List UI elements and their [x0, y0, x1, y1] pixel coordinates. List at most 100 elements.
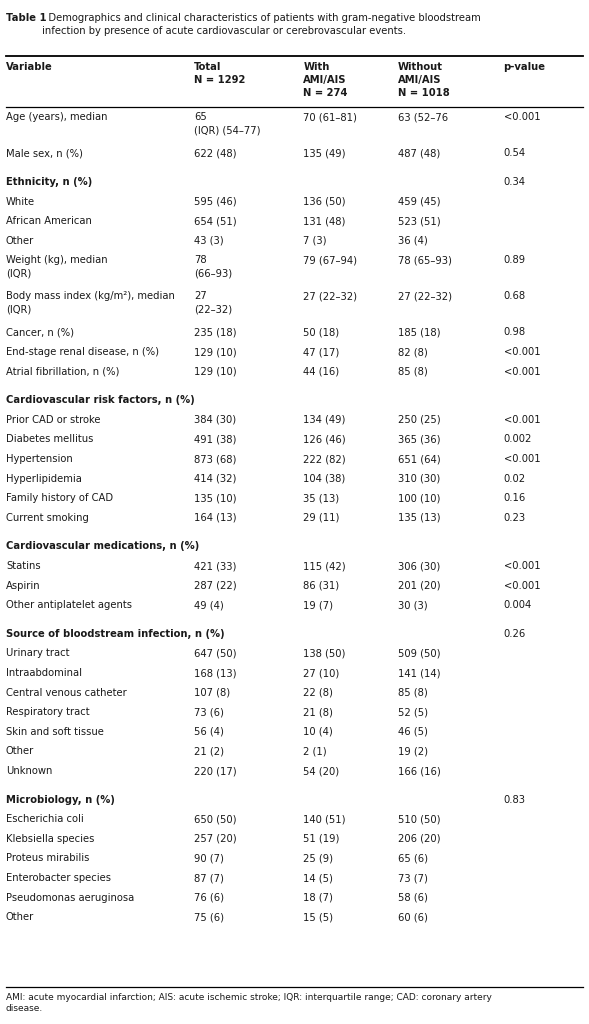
Text: 141 (14): 141 (14) — [398, 668, 440, 678]
Text: 15 (5): 15 (5) — [303, 912, 333, 923]
Text: Cardiovascular medications, n (%): Cardiovascular medications, n (%) — [6, 542, 199, 552]
Text: 164 (13): 164 (13) — [194, 513, 237, 523]
Text: 79 (67–94): 79 (67–94) — [303, 256, 358, 265]
Text: Male sex, n (%): Male sex, n (%) — [6, 148, 83, 159]
Text: 0.83: 0.83 — [504, 795, 525, 805]
Text: 654 (51): 654 (51) — [194, 216, 237, 226]
Text: 75 (6): 75 (6) — [194, 912, 224, 923]
Text: 27
(22–32): 27 (22–32) — [194, 292, 233, 314]
Text: 27 (22–32): 27 (22–32) — [398, 292, 452, 301]
Text: 29 (11): 29 (11) — [303, 513, 340, 523]
Text: 310 (30): 310 (30) — [398, 474, 440, 483]
Text: Hyperlipidemia: Hyperlipidemia — [6, 474, 82, 483]
Text: 90 (7): 90 (7) — [194, 853, 224, 863]
Text: 27 (10): 27 (10) — [303, 668, 340, 678]
Text: 78
(66–93): 78 (66–93) — [194, 256, 233, 279]
Text: Cancer, n (%): Cancer, n (%) — [6, 328, 74, 338]
Text: 85 (8): 85 (8) — [398, 367, 428, 377]
Text: Total
N = 1292: Total N = 1292 — [194, 62, 246, 85]
Text: 306 (30): 306 (30) — [398, 561, 440, 571]
Text: 491 (38): 491 (38) — [194, 434, 237, 444]
Text: 126 (46): 126 (46) — [303, 434, 346, 444]
Text: 86 (31): 86 (31) — [303, 581, 339, 591]
Text: Weight (kg), median
(IQR): Weight (kg), median (IQR) — [6, 256, 108, 279]
Text: Table 1: Table 1 — [6, 13, 47, 23]
Text: 115 (42): 115 (42) — [303, 561, 346, 571]
Text: 47 (17): 47 (17) — [303, 347, 340, 357]
Text: <0.001: <0.001 — [504, 454, 540, 464]
Text: 487 (48): 487 (48) — [398, 148, 440, 159]
Text: Other: Other — [6, 236, 34, 246]
Text: 2 (1): 2 (1) — [303, 746, 327, 757]
Text: AMI: acute myocardial infarction; AIS: acute ischemic stroke; IQR: interquartile: AMI: acute myocardial infarction; AIS: a… — [6, 993, 492, 1014]
Text: Proteus mirabilis: Proteus mirabilis — [6, 853, 90, 863]
Text: 107 (8): 107 (8) — [194, 688, 230, 697]
Text: 250 (25): 250 (25) — [398, 415, 440, 425]
Text: 0.34: 0.34 — [504, 177, 525, 187]
Text: 65 (6): 65 (6) — [398, 853, 428, 863]
Text: 14 (5): 14 (5) — [303, 873, 333, 883]
Text: 54 (20): 54 (20) — [303, 766, 339, 776]
Text: 10 (4): 10 (4) — [303, 727, 333, 737]
Text: Family history of CAD: Family history of CAD — [6, 494, 113, 504]
Text: p-value: p-value — [504, 62, 545, 73]
Text: . Demographics and clinical characteristics of patients with gram-negative blood: . Demographics and clinical characterist… — [42, 13, 481, 36]
Text: Unknown: Unknown — [6, 766, 52, 776]
Text: 138 (50): 138 (50) — [303, 648, 346, 658]
Text: 60 (6): 60 (6) — [398, 912, 428, 923]
Text: Other: Other — [6, 912, 34, 923]
Text: 0.54: 0.54 — [504, 148, 526, 159]
Text: 58 (6): 58 (6) — [398, 893, 428, 903]
Text: 51 (19): 51 (19) — [303, 834, 340, 844]
Text: 168 (13): 168 (13) — [194, 668, 237, 678]
Text: 222 (82): 222 (82) — [303, 454, 346, 464]
Text: 509 (50): 509 (50) — [398, 648, 440, 658]
Text: 43 (3): 43 (3) — [194, 236, 224, 246]
Text: Atrial fibrillation, n (%): Atrial fibrillation, n (%) — [6, 367, 119, 377]
Text: 65
(IQR) (54–77): 65 (IQR) (54–77) — [194, 113, 261, 135]
Text: 0.68: 0.68 — [504, 292, 526, 301]
Text: 0.23: 0.23 — [504, 513, 526, 523]
Text: Enterobacter species: Enterobacter species — [6, 873, 111, 883]
Text: <0.001: <0.001 — [504, 415, 540, 425]
Text: 22 (8): 22 (8) — [303, 688, 333, 697]
Text: Microbiology, n (%): Microbiology, n (%) — [6, 795, 115, 805]
Text: 287 (22): 287 (22) — [194, 581, 237, 591]
Text: Body mass index (kg/m²), median
(IQR): Body mass index (kg/m²), median (IQR) — [6, 292, 175, 314]
Text: Klebsiella species: Klebsiella species — [6, 834, 94, 844]
Text: 235 (18): 235 (18) — [194, 328, 237, 338]
Text: 0.002: 0.002 — [504, 434, 532, 444]
Text: 36 (4): 36 (4) — [398, 236, 428, 246]
Text: 27 (22–32): 27 (22–32) — [303, 292, 358, 301]
Text: Skin and soft tissue: Skin and soft tissue — [6, 727, 104, 737]
Text: 0.16: 0.16 — [504, 494, 526, 504]
Text: 595 (46): 595 (46) — [194, 197, 237, 207]
Text: Urinary tract: Urinary tract — [6, 648, 70, 658]
Text: Hypertension: Hypertension — [6, 454, 72, 464]
Text: 0.02: 0.02 — [504, 474, 526, 483]
Text: 25 (9): 25 (9) — [303, 853, 333, 863]
Text: 510 (50): 510 (50) — [398, 814, 440, 824]
Text: With
AMI/AIS
N = 274: With AMI/AIS N = 274 — [303, 62, 348, 98]
Text: 70 (61–81): 70 (61–81) — [303, 113, 357, 123]
Text: 459 (45): 459 (45) — [398, 197, 440, 207]
Text: 129 (10): 129 (10) — [194, 367, 237, 377]
Text: Current smoking: Current smoking — [6, 513, 89, 523]
Text: White: White — [6, 197, 35, 207]
Text: 523 (51): 523 (51) — [398, 216, 440, 226]
Text: <0.001: <0.001 — [504, 581, 540, 591]
Text: 421 (33): 421 (33) — [194, 561, 237, 571]
Text: Escherichia coli: Escherichia coli — [6, 814, 84, 824]
Text: Central venous catheter: Central venous catheter — [6, 688, 127, 697]
Text: 76 (6): 76 (6) — [194, 893, 224, 903]
Text: 136 (50): 136 (50) — [303, 197, 346, 207]
Text: Other antiplatelet agents: Other antiplatelet agents — [6, 600, 132, 610]
Text: <0.001: <0.001 — [504, 113, 540, 123]
Text: Prior CAD or stroke: Prior CAD or stroke — [6, 415, 100, 425]
Text: African American: African American — [6, 216, 92, 226]
Text: 129 (10): 129 (10) — [194, 347, 237, 357]
Text: 82 (8): 82 (8) — [398, 347, 428, 357]
Text: 873 (68): 873 (68) — [194, 454, 237, 464]
Text: Aspirin: Aspirin — [6, 581, 41, 591]
Text: Statins: Statins — [6, 561, 41, 571]
